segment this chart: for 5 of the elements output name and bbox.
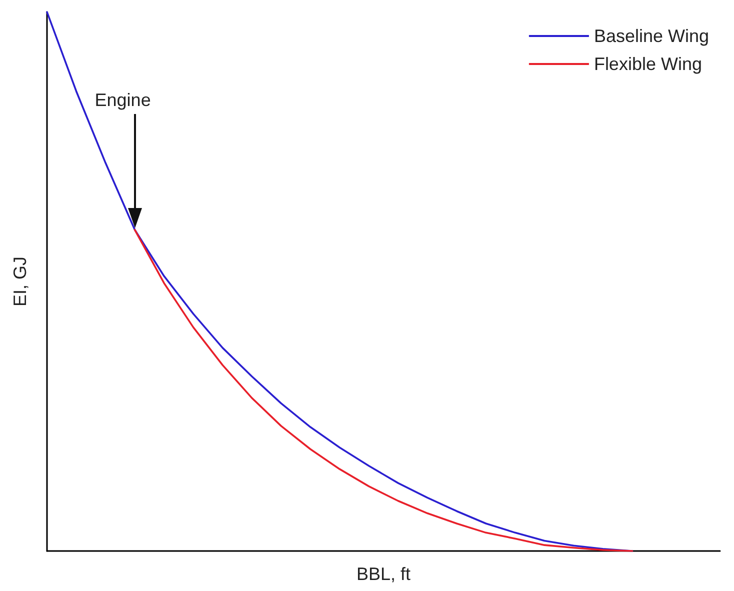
x-axis-title: BBL, ft <box>356 564 411 584</box>
legend-label: Baseline Wing <box>594 26 710 46</box>
annotation: Engine <box>94 90 151 111</box>
y-axis-title: EI, GJ <box>10 256 30 307</box>
legend-label: Flexible Wing <box>594 54 702 74</box>
